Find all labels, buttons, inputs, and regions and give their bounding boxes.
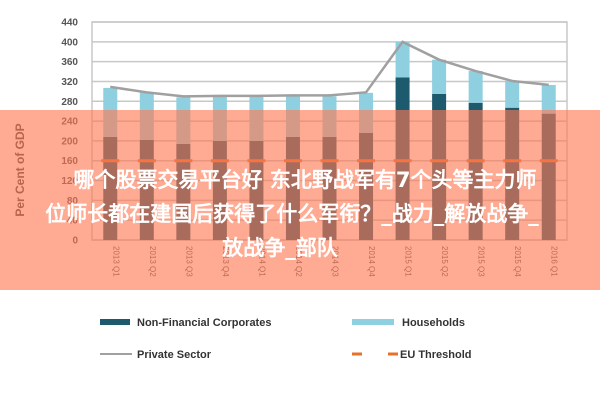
bar-households — [505, 80, 520, 108]
legend-swatch-non-financial — [100, 319, 130, 325]
bar-households — [468, 71, 483, 103]
overlay-line-1: 哪个股票交易平台好 东北野战军有7个头等主力师 — [73, 168, 537, 192]
legend-label-eu-threshold: EU Threshold — [400, 349, 472, 361]
bar-households — [541, 84, 556, 114]
legend: Non-Financial Corporates Households Priv… — [100, 317, 472, 361]
legend-label-non-financial: Non-Financial Corporates — [137, 317, 271, 329]
y-tick-label: 320 — [61, 77, 78, 88]
legend-swatch-households — [352, 319, 394, 325]
y-tick-label: 440 — [61, 18, 78, 29]
private-sector-line — [110, 40, 549, 98]
bar-households — [395, 41, 410, 78]
overlay-caption: 哪个股票交易平台好 东北野战军有7个头等主力师 位师长都在建国后获得了什么军衔？… — [0, 163, 600, 265]
watermark-overlay — [0, 110, 600, 290]
bar-households — [432, 59, 447, 94]
overlay-line-3: 放战争_部队 — [222, 236, 338, 260]
legend-label-private-sector: Private Sector — [137, 349, 212, 361]
y-tick-label: 280 — [61, 97, 78, 108]
overlay-line-2: 位师长都在建国后获得了什么军衔？_战力_解放战争_ — [45, 202, 539, 226]
legend-label-households: Households — [402, 317, 465, 329]
y-tick-label: 400 — [61, 37, 78, 48]
y-tick-label: 360 — [61, 57, 78, 68]
